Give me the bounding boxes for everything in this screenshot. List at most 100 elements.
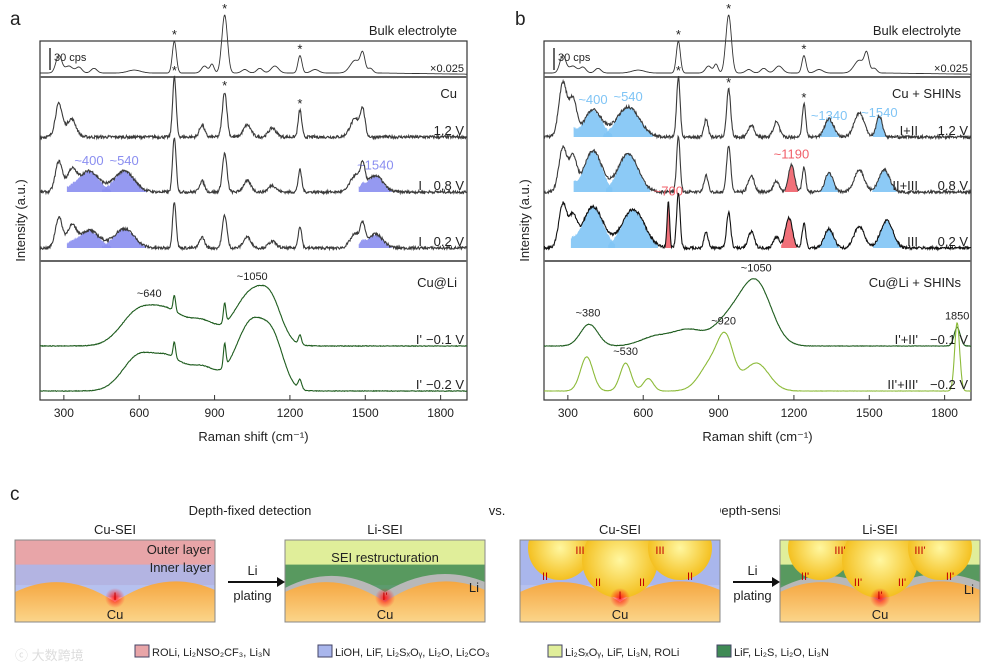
spectrum-line-cu-0.2 <box>39 202 468 252</box>
group-label-bulk: Bulk electrolyte <box>873 23 961 38</box>
arrow-label: plating <box>733 588 771 603</box>
cu-substrate <box>285 581 485 622</box>
panel-label-a: a <box>10 9 21 30</box>
highlighted-band <box>819 228 840 248</box>
highlighted-band <box>873 219 901 248</box>
peak-star: * <box>676 27 681 42</box>
x-axis-label: Raman shift (cm⁻¹) <box>198 429 308 444</box>
legend-swatch <box>547 644 563 658</box>
schematic-box-1: Cu-SEI Outer layer Inner layer Cu I <box>14 522 216 623</box>
legend-item: LiOH, LiF, Li₂SₓOᵧ, Li₂O, Li₂CO₃ <box>317 644 490 659</box>
band-label: ~700 <box>654 183 683 198</box>
highlighted-band <box>872 115 886 137</box>
arrow-label: Li <box>247 563 257 578</box>
mask <box>520 500 720 540</box>
box-label: Cu <box>612 607 629 622</box>
spectrum-line-bulk <box>40 14 467 75</box>
region-mark: I <box>113 591 116 603</box>
peak-star: * <box>222 1 227 16</box>
voltage-label: −0.1 V <box>930 332 968 347</box>
legend-text: Li₂SₓOᵧ, LiF, Li₃N, ROLi <box>565 647 679 659</box>
region-mark: II' <box>946 571 954 583</box>
peak-star: * <box>676 63 681 78</box>
voltage-label: 0.2 V <box>938 234 969 249</box>
voltage-label: 1.2 V <box>938 123 969 138</box>
schematic-panel-c: Depth-fixed detection vs. Depth-sensitiv… <box>14 500 981 663</box>
group-label-cu: Cu <box>440 86 457 101</box>
highlighted-band <box>819 118 840 137</box>
box-title: Cu-SEI <box>599 522 641 537</box>
cu-substrate <box>520 581 720 622</box>
schematic-box-2: Li-SEI SEI restructuration Li Cu I' <box>284 522 486 623</box>
peak-label: ~530 <box>613 346 638 358</box>
peak-label: ~920 <box>711 315 736 327</box>
band-label: ~1340 <box>811 108 848 123</box>
peak-star: * <box>801 90 806 105</box>
plot-frame <box>39 40 468 401</box>
peak-star: * <box>222 78 227 93</box>
x-tick-label: 1800 <box>931 406 958 420</box>
peak-label: ~640 <box>137 288 162 300</box>
region-label: III <box>907 234 918 249</box>
x-tick-label: 300 <box>558 406 578 420</box>
hotspot <box>105 588 125 608</box>
spectrum-line-shin-culi-0.1 <box>544 278 972 347</box>
region-label: I <box>418 178 422 193</box>
voltage-label: 0.8 V <box>938 178 969 193</box>
legend-text: ROLi, Li₂NSO₂CF₃, Li₃N <box>152 647 270 659</box>
region-mark: II <box>639 577 645 589</box>
voltage-label: 0.2 V <box>434 234 465 249</box>
peak-star: * <box>297 96 302 111</box>
x-tick-label: 600 <box>633 406 653 420</box>
box-label: SEI restructuration <box>331 550 439 565</box>
peak-star: * <box>726 1 731 16</box>
li-plating-arrow: Li plating <box>733 563 780 603</box>
chart-panel-a: 30 cps ×0.025 Bulk electrolyte Cu Cu@Li 300 60… <box>13 1 468 444</box>
box-title: Li-SEI <box>862 522 897 537</box>
box-title: Cu-SEI <box>94 522 136 537</box>
legend-item: ROLi, Li₂NSO₂CF₃, Li₃N <box>134 644 270 659</box>
box-label: Outer layer <box>147 542 212 557</box>
region-mark: II' <box>854 577 862 589</box>
panel-label-b: b <box>515 9 526 30</box>
x-tick-label: 1200 <box>781 406 808 420</box>
peak-label: ~380 <box>576 308 601 320</box>
region-label: I+II <box>900 123 918 138</box>
region-mark: I' <box>382 591 387 603</box>
x-tick-label: 600 <box>129 406 149 420</box>
legend-text: LiOH, LiF, Li₂SₓOᵧ, Li₂O, Li₂CO₃ <box>335 647 490 659</box>
x-tick-label: 300 <box>54 406 74 420</box>
band-label: ~540 <box>613 89 642 104</box>
highlighted-band <box>665 202 672 248</box>
spectrum-line-shin-0.2 <box>543 192 972 252</box>
vs-label: vs. <box>489 503 506 518</box>
box-label: Li <box>469 580 479 595</box>
x-tick-label: 900 <box>205 406 225 420</box>
region-mark: II' <box>898 577 906 589</box>
scale-bar-label: 30 cps <box>54 52 87 64</box>
peak-star: * <box>172 27 177 42</box>
plot-frame <box>543 40 972 401</box>
highlighted-band <box>573 109 613 137</box>
scale-bar-label: 30 cps <box>558 52 591 64</box>
region-mark: II <box>542 571 548 583</box>
box-label: Cu <box>377 607 394 622</box>
region-label: II'+III' <box>887 377 918 392</box>
x-tick-label: 1800 <box>427 406 454 420</box>
spectrum-line-cu-0.8 <box>39 137 468 196</box>
region-label: II+III <box>892 178 918 193</box>
hotspot <box>870 588 890 608</box>
highlighted-band <box>102 228 147 248</box>
highlighted-band <box>784 164 799 192</box>
voltage-label: −0.1 V <box>426 332 464 347</box>
region-label: I' <box>416 332 422 347</box>
hotspot <box>610 588 630 608</box>
peak-star: * <box>726 75 731 90</box>
x-tick-label: 1200 <box>277 406 304 420</box>
highlighted-band <box>573 150 613 192</box>
band-label: ~1190 <box>774 147 810 162</box>
highlighted-band <box>781 217 797 248</box>
highlighted-band <box>570 205 616 248</box>
